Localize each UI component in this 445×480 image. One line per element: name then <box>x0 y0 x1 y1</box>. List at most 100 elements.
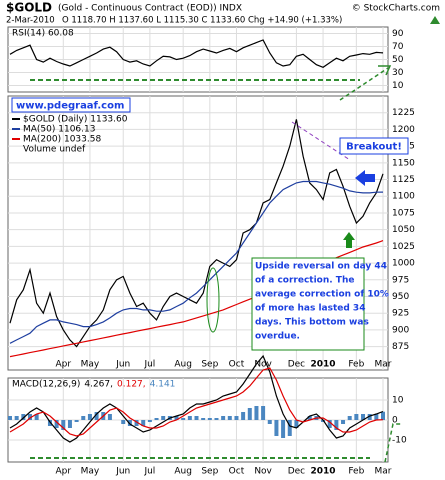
histogram-bar <box>161 416 166 420</box>
histogram-bar <box>361 414 366 420</box>
y-tick-label: 975 <box>392 275 409 285</box>
x-tick-label: Dec <box>288 467 305 477</box>
histogram-bar <box>141 420 146 426</box>
histogram-bar <box>287 420 292 436</box>
histogram-bar <box>234 416 239 420</box>
series-line <box>9 180 384 344</box>
y-tick-label: 70 <box>392 42 404 52</box>
legend-entry: 4.141 <box>150 380 176 390</box>
histogram-bar <box>327 420 332 428</box>
histogram-bar <box>61 420 66 430</box>
x-tick-label: Jun <box>115 360 130 370</box>
legend-swatch <box>12 128 20 130</box>
breakout: Breakout! <box>346 142 402 153</box>
x-tick-label: Aug <box>174 360 192 370</box>
x-tick-label: Jul <box>143 467 155 477</box>
histogram-bar <box>294 420 299 428</box>
x-tick-label: Aug <box>174 467 192 477</box>
x-tick-label: 2010 <box>311 467 336 477</box>
series-line <box>9 39 384 68</box>
macd-title: MACD(12,26,9) <box>12 380 80 390</box>
histogram-bar <box>127 420 132 426</box>
site: www.pdegraaf.com <box>16 101 124 112</box>
y-tick-label: -10 <box>392 436 407 446</box>
comment-line: average correction of 10% <box>255 290 389 300</box>
date: 2-Mar-2010 <box>6 16 55 26</box>
histogram-bar <box>381 411 385 420</box>
histogram-bar <box>267 420 272 424</box>
symbol-desc: (Gold - Continuous Contract (EOD)) INDX <box>58 4 242 14</box>
blue-arrow <box>355 170 375 186</box>
comment-line: of a correction. The <box>255 276 354 286</box>
y-tick-label: 30 <box>392 68 404 78</box>
histogram-bar <box>147 420 152 422</box>
comment: Upside reversal on day 44 of a correction… <box>255 262 389 342</box>
histogram-bar <box>347 416 352 420</box>
histogram-bar <box>27 414 32 420</box>
histogram-bar <box>221 416 226 420</box>
series-line <box>9 119 384 348</box>
comment-box <box>251 257 365 351</box>
histogram-bar <box>134 420 139 426</box>
histogram-bar <box>214 418 219 420</box>
histogram-bar <box>207 418 212 420</box>
histogram-bar <box>281 420 286 438</box>
x-tick-label: Apr <box>55 467 71 477</box>
y-tick-label: 1150 <box>392 158 415 168</box>
up-icon <box>430 16 440 24</box>
quote: O 1118.70 H 1137.60 L 1115.30 C 1133.60 … <box>62 16 342 26</box>
x-tick-label: Apr <box>55 360 71 370</box>
y-tick-label: 50 <box>392 55 404 65</box>
x-tick-label: Jul <box>143 360 155 370</box>
x-tick-label: Jun <box>115 467 130 477</box>
histogram-bar <box>121 420 126 424</box>
histogram-bar <box>367 414 372 420</box>
y-tick-label: 1050 <box>392 225 415 235</box>
y-tick-label: 925 <box>392 309 409 319</box>
histogram-bar <box>261 406 266 420</box>
x-tick-label: Feb <box>348 360 364 370</box>
histogram-bar <box>34 414 39 420</box>
histogram-bar <box>227 416 232 420</box>
histogram-bar <box>14 416 19 420</box>
site-box <box>11 97 131 113</box>
legend-swatch <box>12 118 20 120</box>
legend-swatch <box>12 138 20 140</box>
macd-arrow <box>384 423 403 463</box>
x-tick-label: Mar <box>375 467 392 477</box>
histogram-bar <box>254 406 259 420</box>
x-tick-label: May <box>81 360 100 370</box>
histogram-bar <box>247 408 252 420</box>
source: © StockCharts.com <box>352 4 440 14</box>
x-tick-label: Oct <box>229 360 245 370</box>
histogram-bar <box>74 420 79 422</box>
x-tick-label: Oct <box>229 467 245 477</box>
volume-note: Volume undef <box>23 145 86 155</box>
rsi-title: RSI(14) 60.08 <box>12 29 74 39</box>
breakout-box <box>339 137 409 155</box>
histogram-bar <box>187 416 192 420</box>
y-tick-label: 90 <box>392 29 404 39</box>
ellipse <box>206 267 220 333</box>
rsi-arrowhead <box>378 65 392 76</box>
histogram-bar <box>201 418 206 420</box>
symbol: $GOLD <box>6 1 52 15</box>
histogram-bar <box>241 412 246 420</box>
y-tick-label: 1075 <box>392 208 415 218</box>
histogram-bar <box>54 420 59 428</box>
histogram-bar <box>194 416 199 420</box>
legend-entry: 4.267, <box>84 380 113 390</box>
legend-entry: $GOLD (Daily) 1133.60 <box>23 115 128 125</box>
y-tick-label: 875 <box>392 342 409 352</box>
histogram-bar <box>81 416 86 420</box>
x-tick-label: 2010 <box>311 360 336 370</box>
comment-line: Upside reversal on day 44 <box>255 262 387 272</box>
x-tick-label: Sep <box>201 360 218 370</box>
comment-line: overdue. <box>255 332 300 342</box>
series-line <box>9 367 384 437</box>
histogram-bar <box>181 418 186 420</box>
legend-entry: 0.127, <box>117 380 146 390</box>
histogram-bar <box>21 414 26 420</box>
y-tick-label: 1100 <box>392 192 415 202</box>
